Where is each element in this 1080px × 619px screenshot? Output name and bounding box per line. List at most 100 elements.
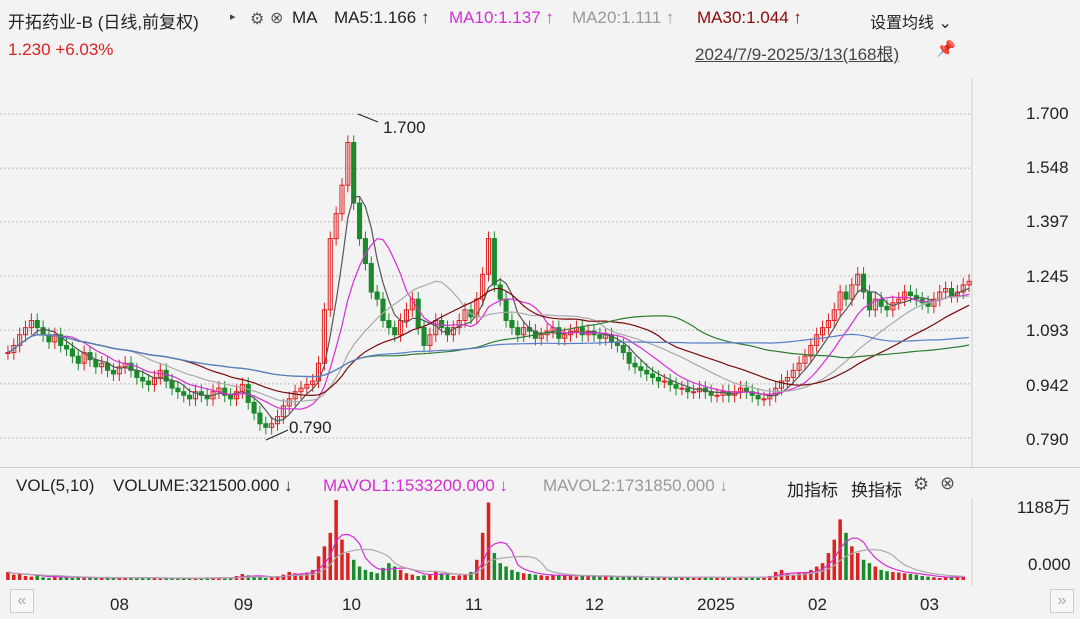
y-tick-label: 1.245 — [1026, 267, 1069, 286]
volume-bar — [938, 577, 942, 580]
candle — [17, 334, 23, 346]
gear-icon[interactable]: ⚙ — [250, 11, 265, 28]
candle — [825, 320, 831, 329]
candle — [861, 273, 867, 293]
volume-bar — [521, 573, 526, 580]
low-arrow — [265, 429, 289, 441]
gear-icon[interactable]: ⚙ — [913, 474, 930, 494]
candle — [632, 362, 638, 368]
volume-bar — [855, 553, 860, 580]
volume-bar — [961, 576, 965, 580]
set-ma-button[interactable]: 设置均线 ⌄ — [870, 15, 952, 32]
candle — [357, 202, 363, 240]
volume-bar — [949, 576, 954, 580]
volume-bar — [375, 573, 379, 580]
scroll-left-button[interactable]: « — [10, 589, 34, 613]
volume-bar — [885, 571, 889, 580]
candle — [228, 394, 234, 400]
candle — [831, 309, 837, 322]
candle — [105, 362, 111, 371]
candle — [808, 344, 814, 357]
candle — [515, 327, 521, 336]
volume-bar — [281, 574, 286, 580]
low-annotation: 0.790 — [289, 418, 332, 437]
volume-bar — [686, 577, 690, 580]
volume-bar — [574, 576, 579, 580]
candle — [368, 263, 374, 293]
volume-bar — [123, 578, 127, 580]
volume-bar — [838, 519, 842, 580]
candle — [620, 344, 626, 354]
volume-bar — [926, 576, 930, 580]
volume-bar — [744, 577, 749, 580]
volume-bar — [920, 575, 924, 580]
volume-bar — [193, 578, 198, 580]
volume-bar — [35, 575, 39, 580]
x-tick-label: 03 — [920, 595, 939, 614]
close-icon[interactable]: ⊗ — [940, 473, 956, 493]
candle — [767, 394, 773, 400]
volume-bar — [896, 572, 901, 580]
volume-bar — [293, 573, 297, 580]
x-tick-label: 10 — [342, 595, 361, 614]
candle — [69, 348, 75, 357]
candle — [931, 298, 937, 307]
candle — [661, 380, 667, 383]
volume-bar — [691, 577, 696, 580]
volume-bar — [82, 577, 86, 580]
volume-bar — [264, 577, 268, 580]
candle — [878, 298, 884, 307]
candle — [902, 291, 908, 300]
add-indicator-button[interactable]: 加指标 — [787, 481, 838, 500]
candlestick-chart[interactable] — [0, 78, 1080, 468]
volume-bar — [340, 539, 344, 580]
volume-bar — [562, 575, 567, 580]
volume-bar — [228, 577, 233, 580]
volume-bar — [668, 577, 672, 580]
volume-bar — [305, 572, 309, 580]
volume-bar — [586, 575, 590, 580]
volume-bar — [299, 573, 303, 580]
scroll-right-button[interactable]: » — [1050, 589, 1074, 613]
candle — [327, 238, 333, 311]
volume-bar — [539, 575, 544, 580]
stock-title[interactable]: 开拓药业-B (日线,前复权) — [8, 13, 199, 32]
volume-bar — [779, 569, 784, 580]
volume-bar — [428, 573, 432, 580]
volume-bar — [762, 576, 766, 580]
volume-bar — [644, 577, 649, 580]
pin-icon[interactable]: 📌 — [936, 41, 956, 58]
y-tick-label: 1.397 — [1026, 212, 1069, 231]
volume-bar — [363, 569, 368, 580]
candle — [280, 405, 286, 418]
x-axis: « » — [0, 588, 1080, 619]
caret-right-icon[interactable]: ▸ — [230, 11, 236, 23]
close-icon[interactable]: ⊗ — [270, 10, 284, 27]
candle — [480, 273, 486, 300]
volume-bar — [680, 576, 684, 580]
volume-bar — [6, 571, 10, 580]
candle — [181, 391, 187, 396]
candle — [907, 291, 914, 297]
volume-bar — [76, 577, 81, 580]
volume-bar — [70, 577, 75, 580]
candle — [714, 394, 720, 397]
candle — [345, 141, 351, 186]
candle — [638, 366, 644, 371]
volume-bar — [533, 574, 538, 580]
date-range-link[interactable]: 2024/7/9-2025/3/13(168根) — [695, 45, 900, 64]
candle — [34, 320, 40, 329]
x-tick-label: 09 — [234, 595, 253, 614]
volume-bar — [346, 553, 350, 580]
volume-bar — [639, 577, 643, 580]
candle — [204, 394, 210, 400]
switch-indicator-button[interactable]: 换指标 — [851, 481, 902, 500]
candle — [222, 387, 228, 396]
volume-bar — [902, 573, 907, 580]
volume-chart[interactable] — [0, 498, 1080, 586]
volume-bar — [410, 574, 415, 580]
candle — [192, 391, 199, 400]
candle — [509, 320, 515, 329]
x-tick-label: 11 — [465, 595, 483, 614]
volume-bar — [803, 571, 807, 580]
